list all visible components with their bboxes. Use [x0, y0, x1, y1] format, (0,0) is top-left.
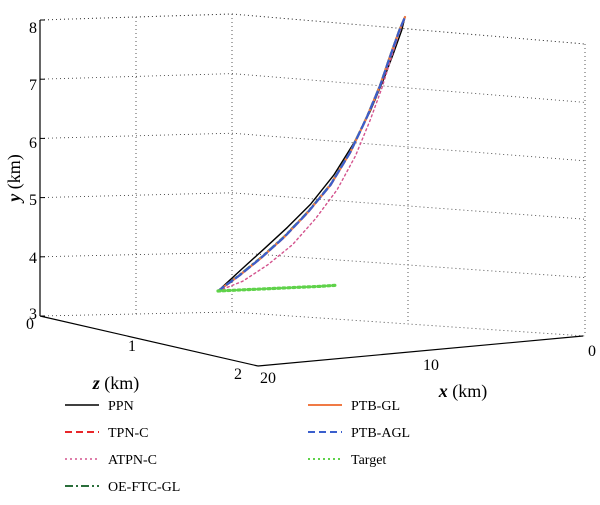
legend-entry: Target	[308, 453, 386, 468]
x-axis-ticks: 20 10 0	[260, 343, 596, 387]
grid-line	[39, 251, 233, 258]
y-tick-label: 6	[29, 135, 37, 152]
x-tick-label: 20	[260, 370, 276, 387]
series-ptb-gl	[216, 15, 407, 293]
legend-entry: PTB-AGL	[308, 426, 410, 441]
legend: PPN TPN-C ATPN-C OE-FTC-GL PTB-GL PTB-AGL Targ…	[65, 399, 410, 495]
legend-entry: PTB-GL	[308, 399, 400, 414]
y-axis-ticks: 3 4 5 6 7 8	[29, 20, 37, 323]
grid-line	[231, 73, 586, 103]
grid-line	[39, 192, 233, 199]
legend-entry: OE-FTC-GL	[65, 480, 180, 495]
z-tick-label: 1	[128, 338, 136, 355]
y-tick-label: 8	[29, 20, 37, 37]
x-axis-label: x (km)	[438, 381, 488, 402]
legend-label: PTB-AGL	[351, 426, 410, 441]
grid-line	[231, 13, 586, 45]
z-axis-label: z (km)	[92, 373, 140, 394]
y-tick-label: 4	[29, 250, 37, 267]
grid-line	[39, 132, 233, 139]
series-tpn-c	[216, 15, 407, 293]
legend-label: PPN	[108, 399, 134, 414]
legend-entry: ATPN-C	[65, 453, 157, 468]
legend-entry: PPN	[65, 399, 134, 414]
series-oe-ftc-gl	[217, 16, 406, 292]
z-axis-ticks: 0 1 2	[26, 316, 242, 383]
grid-line	[39, 73, 233, 80]
y-tick-label: 7	[29, 77, 37, 94]
grid-line	[231, 251, 586, 279]
y-tick-label: 3	[29, 306, 37, 323]
grid-line	[231, 13, 586, 45]
grid-lines	[39, 13, 586, 337]
legend-label: ATPN-C	[108, 453, 157, 468]
y-axis-label: y (km)	[4, 154, 25, 204]
trajectory-curves	[216, 15, 407, 293]
x-tick-label: 10	[423, 357, 439, 374]
grid-line	[231, 192, 586, 220]
grid-line	[231, 132, 586, 162]
legend-label: PTB-GL	[351, 399, 400, 414]
series-ppn	[217, 16, 406, 292]
x-tick-label: 0	[588, 343, 596, 360]
legend-label: OE-FTC-GL	[108, 480, 180, 495]
z-axis-line	[39, 315, 259, 367]
axes-frame	[39, 19, 584, 367]
legend-label: TPN-C	[108, 426, 148, 441]
series-atpn-c	[217, 16, 406, 292]
series-ptb-agl	[216, 15, 407, 293]
x-axis-line	[257, 335, 584, 367]
legend-label: Target	[351, 453, 386, 468]
z-tick-label: 2	[234, 366, 242, 383]
y-tick-label: 5	[29, 192, 37, 209]
z-tick-label: 0	[26, 316, 34, 333]
series-target	[216, 283, 339, 293]
legend-entry: TPN-C	[65, 426, 148, 441]
grid-line	[231, 311, 586, 337]
